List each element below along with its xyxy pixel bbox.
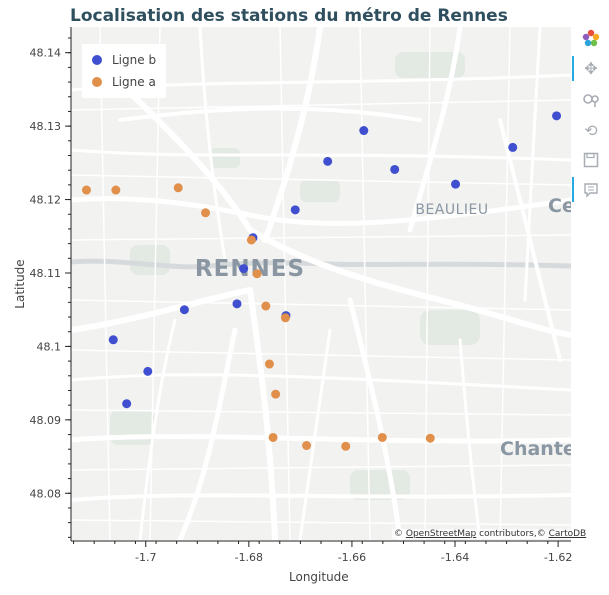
station-point-ligne-b-1[interactable] [122, 399, 132, 409]
station-point-ligne-a-14[interactable] [425, 433, 435, 443]
station-point-ligne-b-8[interactable] [290, 205, 300, 215]
station-point-ligne-a-10[interactable] [268, 432, 278, 442]
legend-item-ligne-b[interactable]: Ligne b [92, 51, 156, 69]
hover-icon[interactable] [580, 179, 602, 201]
wheel-zoom-icon[interactable] [580, 88, 602, 110]
y-tick-label: 48.14 [30, 47, 62, 60]
y-axis-label: Latitude [13, 259, 27, 309]
attribution-prefix: © [394, 529, 406, 539]
legend-swatch-ligne-b [92, 55, 102, 65]
station-point-ligne-b-0[interactable] [108, 335, 118, 345]
station-point-ligne-b-5[interactable] [239, 264, 249, 274]
station-point-ligne-a-0[interactable] [81, 185, 91, 195]
pan-icon[interactable]: ✥ [584, 58, 598, 78]
legend: Ligne b Ligne a [82, 44, 166, 98]
osm-link[interactable]: OpenStreetMap [405, 529, 477, 539]
station-point-ligne-b-12[interactable] [451, 179, 461, 189]
x-tick-label: -1.62 [544, 551, 572, 564]
river-vilaine [71, 258, 571, 270]
station-points [81, 111, 562, 451]
minor-streets [71, 27, 571, 540]
station-point-ligne-a-11[interactable] [302, 441, 312, 451]
station-point-ligne-a-4[interactable] [246, 235, 256, 245]
y-tick-label: 48.13 [30, 120, 62, 133]
x-tick-label: -1.7 [135, 551, 156, 564]
toolbar: ✥ ⟲ [572, 24, 609, 224]
label-cesson: Ce [548, 195, 575, 217]
station-point-ligne-b-3[interactable] [179, 305, 189, 315]
station-point-ligne-b-10[interactable] [359, 126, 369, 136]
x-tick-label: -1.68 [235, 551, 263, 564]
station-point-ligne-b-9[interactable] [323, 156, 333, 166]
station-point-ligne-a-6[interactable] [261, 301, 271, 311]
y-tick-label: 48.1 [37, 340, 62, 353]
pan-active-indicator [572, 56, 574, 81]
map-background [71, 27, 571, 540]
attribution-mid: contributors,© [476, 529, 549, 539]
station-point-ligne-b-2[interactable] [143, 366, 153, 376]
legend-label-ligne-b: Ligne b [112, 53, 157, 67]
x-tick-label: -1.66 [338, 551, 366, 564]
station-point-ligne-a-9[interactable] [271, 389, 281, 399]
label-rennes: RENNES [195, 256, 305, 282]
y-tick-label: 48.11 [30, 267, 62, 280]
y-tick-label: 48.09 [30, 414, 62, 427]
station-point-ligne-a-12[interactable] [341, 441, 351, 451]
y-tick-label: 48.12 [30, 194, 62, 207]
station-point-ligne-a-5[interactable] [252, 269, 262, 279]
station-point-ligne-b-13[interactable] [508, 142, 518, 152]
cartodb-link[interactable]: CartoDB [548, 529, 587, 539]
x-tick-label: -1.64 [441, 551, 469, 564]
station-point-ligne-a-1[interactable] [111, 185, 121, 195]
label-chantepie: Chante [500, 438, 576, 460]
basemap-tiles: RENNES BEAULIEU Ce Chante [71, 27, 576, 540]
station-point-ligne-a-3[interactable] [201, 208, 211, 218]
station-point-ligne-b-11[interactable] [390, 164, 400, 174]
station-point-ligne-b-4[interactable] [232, 299, 242, 309]
chart-title: Localisation des stations du métro de Re… [70, 6, 508, 26]
legend-label-ligne-a: Ligne a [112, 75, 156, 89]
station-point-ligne-b-14[interactable] [552, 111, 562, 121]
station-point-ligne-a-7[interactable] [280, 313, 290, 323]
reset-icon[interactable]: ⟲ [584, 120, 598, 140]
legend-item-ligne-a[interactable]: Ligne a [92, 73, 156, 91]
save-icon[interactable] [580, 149, 602, 171]
bokeh-logo-icon[interactable] [580, 27, 602, 49]
x-axis-ticks: -1.7 -1.68 -1.66 -1.64 -1.62 [73, 541, 572, 564]
hover-active-indicator [572, 177, 574, 202]
y-axis-ticks: 48.08 48.09 48.1 48.11 48.12 48.13 48.14 [30, 37, 71, 538]
y-tick-label: 48.08 [30, 487, 62, 500]
station-point-ligne-a-2[interactable] [173, 183, 183, 193]
map-attribution: © OpenStreetMap contributors,© CartoDB [392, 529, 589, 539]
station-point-ligne-a-13[interactable] [377, 432, 387, 442]
label-beaulieu: BEAULIEU [415, 202, 488, 218]
legend-swatch-ligne-a [92, 77, 102, 87]
x-axis-label: Longitude [289, 570, 349, 584]
station-point-ligne-a-8[interactable] [264, 359, 274, 369]
